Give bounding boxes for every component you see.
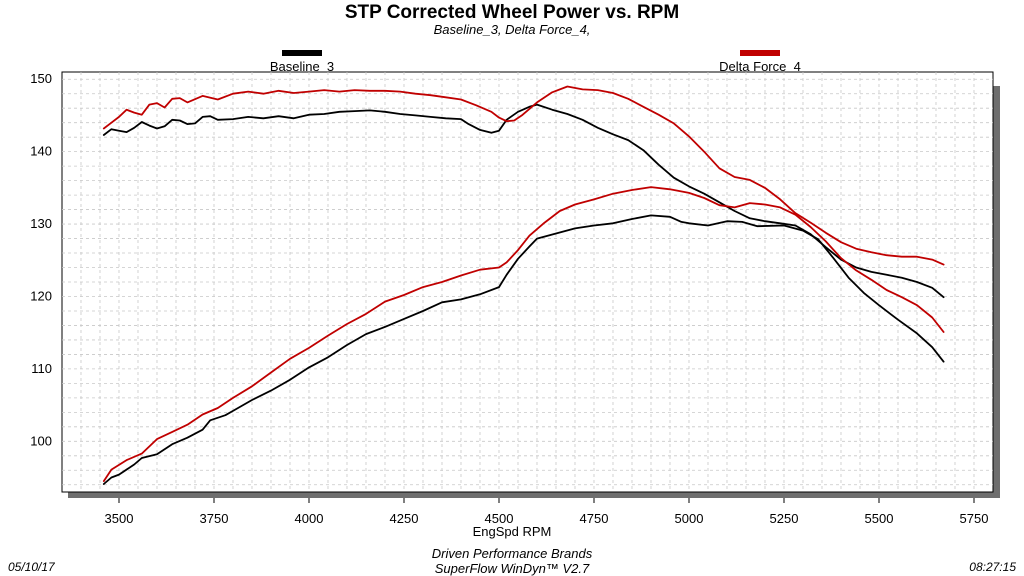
y-tick-label: 120: [30, 288, 52, 303]
x-tick-label: 4750: [580, 511, 609, 526]
x-tick-label: 5500: [865, 511, 894, 526]
x-tick-label: 4250: [390, 511, 419, 526]
legend-item-baseline: Baseline_3: [252, 50, 352, 74]
legend-label-baseline: Baseline_3: [269, 59, 335, 74]
plot-shadow-bottom: [68, 492, 1000, 498]
legend-swatch-baseline: [282, 50, 322, 56]
series-line-delta-force-4-power: [102, 186, 945, 482]
axis-ticks: 3500 3750 4000 4250 4500 4750 5000 5250 5500 5750…: [30, 71, 988, 526]
x-tick-label: 5250: [770, 511, 799, 526]
legend-swatch-delta-force: [740, 50, 780, 56]
y-tick-label: 150: [30, 71, 52, 86]
plot-shadow-right: [993, 86, 1000, 498]
x-tick-label: 4500: [485, 511, 514, 526]
legend-label-delta-force: Delta Force_4: [719, 59, 801, 74]
series-lines: [102, 85, 945, 485]
series-line-baseline-3-power: [102, 214, 945, 485]
y-tick-label: 110: [31, 361, 52, 376]
footer-date: 05/10/17: [8, 560, 55, 574]
x-axis-label: EngSpd RPM: [472, 524, 552, 539]
y-tick-label: 100: [30, 433, 52, 448]
chart-title: STP Corrected Wheel Power vs. RPM: [344, 2, 680, 23]
x-tick-label: 3500: [105, 511, 134, 526]
x-tick-label: 5000: [675, 511, 704, 526]
footer-time: 08:27:15: [969, 560, 1016, 574]
footer-software: SuperFlow WinDyn™ V2.7: [434, 561, 590, 576]
y-tick-label: 140: [30, 144, 52, 159]
y-tick-label: 130: [30, 216, 52, 231]
x-tick-label: 4000: [295, 511, 324, 526]
x-tick-label: 5750: [960, 511, 989, 526]
series-line-baseline-3-torque: [102, 103, 945, 299]
footer-company: Driven Performance Brands: [431, 546, 593, 561]
chart-subtitle: Baseline_3, Delta Force_4,: [433, 22, 591, 37]
series-line-delta-force-4-torque: [102, 85, 945, 266]
x-tick-label: 3750: [200, 511, 229, 526]
legend-item-delta-force: Delta Force_4: [700, 50, 820, 74]
